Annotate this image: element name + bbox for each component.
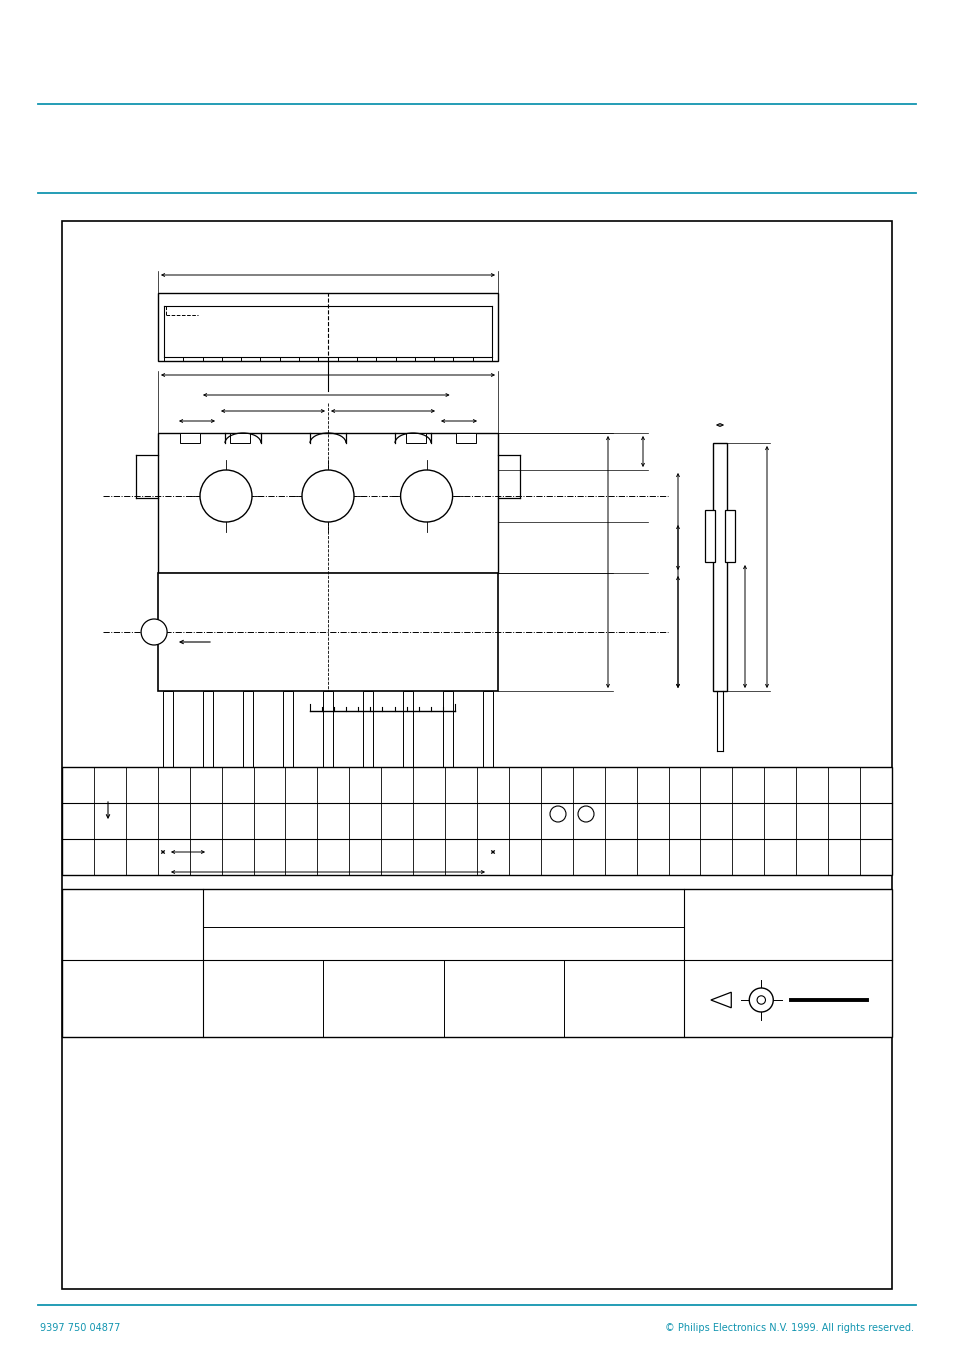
Bar	[402, 690, 413, 786]
Bar	[323, 690, 333, 786]
Text: 9397 750 04877: 9397 750 04877	[40, 1323, 120, 1333]
Polygon shape	[283, 786, 293, 815]
Circle shape	[578, 807, 594, 821]
Bar	[158, 293, 497, 361]
Bar	[62, 889, 891, 1038]
Bar	[158, 434, 497, 573]
Bar	[406, 434, 426, 443]
Bar	[712, 443, 726, 690]
Polygon shape	[323, 786, 333, 815]
Bar	[180, 434, 200, 443]
Bar	[203, 690, 213, 786]
Bar	[230, 434, 250, 443]
Circle shape	[400, 470, 452, 521]
Bar	[158, 573, 497, 690]
Bar	[724, 509, 734, 562]
Bar	[163, 690, 172, 786]
Polygon shape	[243, 786, 253, 815]
Polygon shape	[482, 786, 493, 815]
Bar	[62, 767, 891, 875]
Polygon shape	[442, 786, 453, 815]
Polygon shape	[203, 786, 213, 815]
Bar	[442, 690, 453, 786]
Circle shape	[757, 996, 764, 1004]
Bar	[320, 821, 335, 836]
Circle shape	[302, 470, 354, 521]
Bar	[62, 222, 891, 1289]
Bar	[704, 509, 714, 562]
Circle shape	[200, 470, 252, 521]
Bar	[456, 434, 476, 443]
Polygon shape	[363, 786, 373, 815]
Polygon shape	[402, 786, 413, 815]
Bar	[482, 690, 493, 786]
Circle shape	[550, 807, 565, 821]
Circle shape	[748, 988, 773, 1012]
Bar	[363, 690, 373, 786]
Polygon shape	[163, 786, 172, 815]
Bar	[243, 690, 253, 786]
Text: © Philips Electronics N.V. 1999. All rights reserved.: © Philips Electronics N.V. 1999. All rig…	[664, 1323, 913, 1333]
Circle shape	[141, 619, 167, 644]
Polygon shape	[710, 992, 731, 1008]
Bar	[283, 690, 293, 786]
